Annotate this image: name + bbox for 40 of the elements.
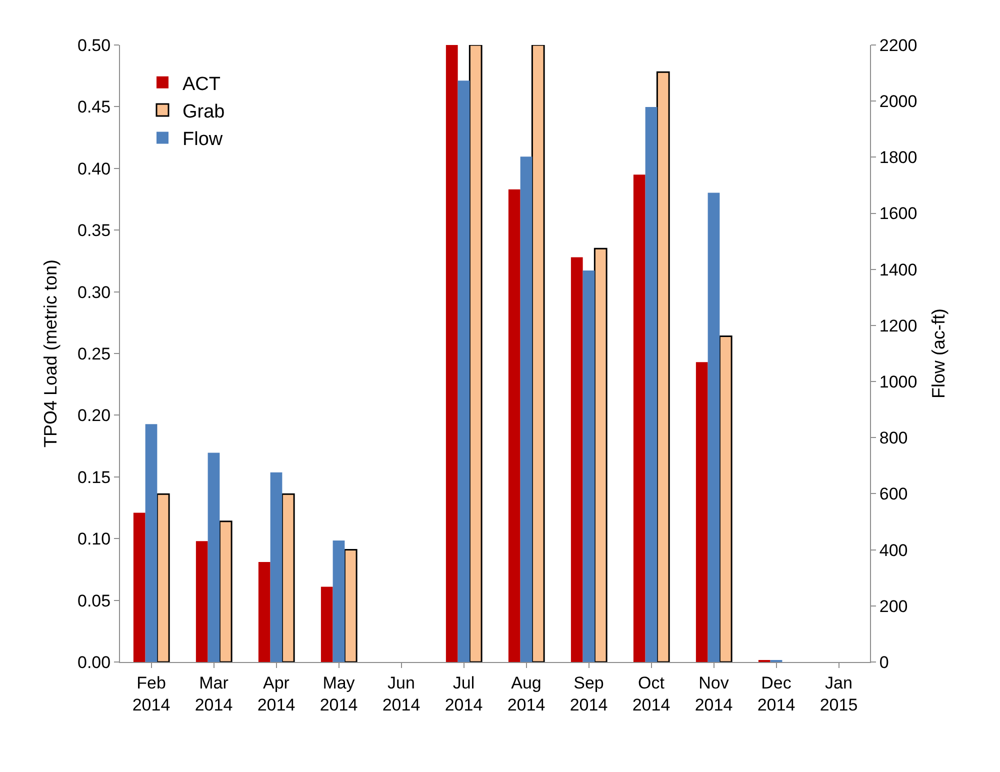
y2-tick-label: 0: [879, 652, 889, 672]
y2-tick-label: 1400: [879, 260, 918, 280]
y-tick-label: 0.05: [78, 591, 111, 610]
y2-axis-title: Flow (ac-ft): [928, 308, 948, 398]
x-tick-label: Jul 2014: [444, 673, 483, 714]
y2-tick-label: 200: [879, 596, 908, 616]
x-tick-label: Mar 2014: [194, 673, 233, 714]
y-tick-label: 0.10: [78, 530, 111, 549]
y-tick-label: 0.00: [78, 652, 111, 672]
y2-tick-label: 1600: [879, 204, 918, 224]
x-tick-label: Jun 2014: [382, 673, 420, 714]
y2-tick-label: 800: [879, 428, 908, 448]
x-tick-label: Apr 2014: [257, 673, 296, 714]
y-tick-label: 0.20: [78, 406, 111, 426]
y-tick-label: 0.40: [78, 159, 111, 178]
legend-label: Grab: [182, 101, 225, 122]
y2-tick-label: 600: [879, 484, 908, 504]
x-tick-label: Nov 2014: [694, 673, 733, 714]
x-tick-label: May 2014: [320, 673, 358, 714]
y2-tick-label: 2000: [879, 92, 918, 112]
y2-tick-label: 1200: [879, 316, 918, 336]
y-tick-label: 0.45: [78, 98, 111, 117]
y-tick-label: 0.35: [78, 221, 111, 240]
y-tick-label: 0.15: [78, 468, 111, 487]
x-tick-label: Dec 2014: [757, 673, 796, 714]
y2-tick-label: 2200: [879, 36, 918, 55]
y-axis-title: TPO4 Load (metric ton): [40, 259, 61, 448]
x-tick-label: Feb 2014: [132, 673, 170, 714]
y-tick-label: 0.25: [78, 344, 111, 364]
y-tick-label: 0.50: [78, 36, 111, 55]
x-tick-label: Oct 2014: [632, 673, 670, 714]
legend-label: Flow: [182, 129, 223, 150]
y2-tick-label: 400: [879, 540, 908, 560]
x-tick-label: Aug 2014: [507, 673, 546, 714]
legend-label: ACT: [182, 74, 221, 95]
x-tick-label: Jan 2015: [820, 673, 858, 714]
y-tick-label: 0.30: [78, 282, 111, 302]
y2-tick-label: 1000: [879, 372, 918, 392]
y2-tick-label: 1800: [879, 148, 918, 168]
x-tick-label: Sep 2014: [570, 673, 608, 714]
